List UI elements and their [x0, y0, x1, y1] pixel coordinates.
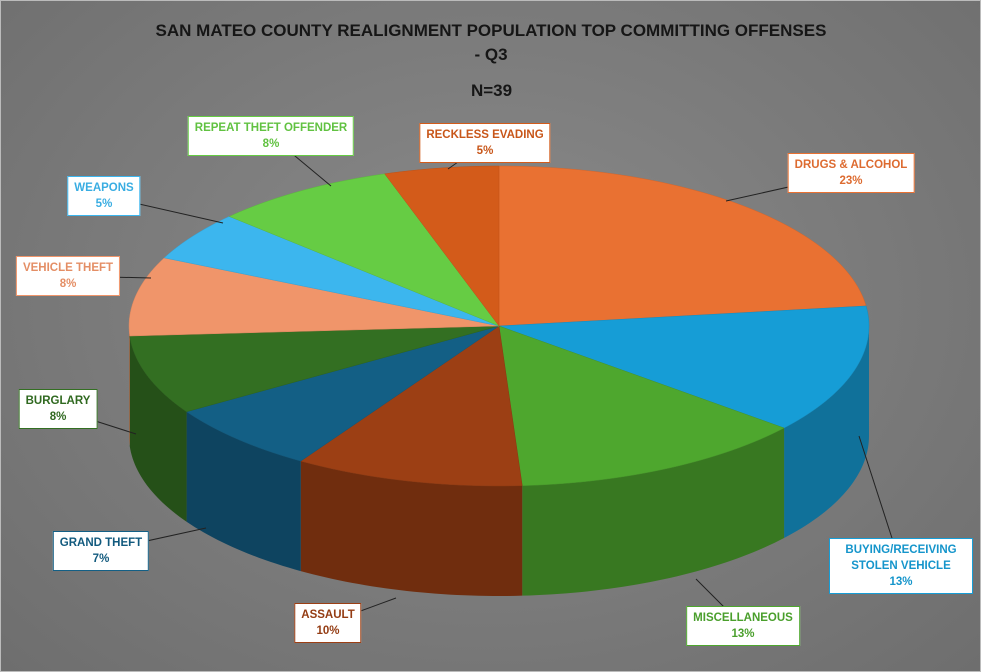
data-label: MISCELLANEOUS 13%: [686, 606, 800, 646]
slice-side: [522, 427, 785, 596]
chart-subtitle: N=39: [470, 81, 513, 100]
slice-side: [300, 461, 523, 596]
slice: [129, 325, 500, 413]
data-label: VEHICLE THEFT 8%: [15, 256, 121, 296]
data-label: WEAPONS 5%: [67, 176, 141, 216]
label-name: VEHICLE THEFT: [22, 262, 114, 274]
data-label: BURGLARY 8%: [18, 389, 98, 429]
label-value: 23%: [839, 175, 863, 187]
label-name: DRUGS & ALCOHOL: [794, 159, 908, 171]
data-label: GRAND THEFT 7%: [52, 531, 150, 571]
slice-side: [186, 411, 301, 572]
slice-side: [784, 326, 869, 538]
slice: [163, 216, 500, 327]
label-value: 8%: [262, 138, 280, 150]
data-label: RECKLESS EVADING 5%: [419, 123, 551, 163]
label-value: 5%: [95, 198, 113, 210]
data-label: ASSAULT 10%: [294, 603, 362, 643]
slice: [228, 173, 500, 327]
label-name: BUYING/RECEIVING STOLEN VEHICLE: [845, 544, 957, 572]
label-name: GRAND THEFT: [59, 537, 143, 549]
label-name: WEAPONS: [74, 182, 134, 194]
slice: [128, 257, 500, 337]
slice-side: [129, 336, 187, 522]
label-value: 5%: [476, 145, 494, 157]
data-label: DRUGS & ALCOHOL 23%: [787, 153, 915, 193]
slice: [498, 305, 870, 429]
label-name: BURGLARY: [25, 395, 91, 407]
data-label: REPEAT THEFT OFFENDER 8%: [187, 116, 355, 156]
label-name: REPEAT THEFT OFFENDER: [194, 122, 348, 134]
slice: [186, 325, 500, 462]
slice: [498, 325, 785, 486]
data-label: BUYING/RECEIVING STOLEN VEHICLE 13%: [829, 538, 973, 594]
label-value: 10%: [316, 625, 340, 637]
label-name: ASSAULT: [301, 609, 355, 621]
slice-side: [129, 326, 130, 447]
label-value: 13%: [731, 628, 755, 640]
label-name: MISCELLANEOUS: [693, 612, 793, 624]
chart-title: SAN MATEO COUNTY REALIGNMENT POPULATION …: [155, 21, 827, 64]
label-value: 7%: [92, 553, 110, 565]
label-value: 8%: [49, 411, 67, 423]
slice: [498, 165, 867, 327]
slice: [300, 325, 523, 487]
label-name: RECKLESS EVADING: [426, 129, 544, 141]
label-value: 13%: [889, 576, 913, 588]
slice: [384, 165, 500, 327]
label-value: 8%: [59, 278, 77, 290]
